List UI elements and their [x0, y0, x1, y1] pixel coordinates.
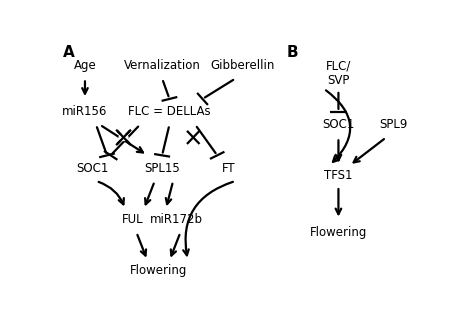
Text: FLC/
SVP: FLC/ SVP — [326, 60, 351, 87]
Text: SPL9: SPL9 — [379, 118, 408, 131]
Text: Age: Age — [73, 59, 96, 72]
Circle shape — [119, 134, 128, 141]
Text: B: B — [287, 45, 299, 60]
Text: A: A — [63, 45, 75, 60]
Text: miR172b: miR172b — [150, 213, 203, 226]
Text: FLC = DELLAs: FLC = DELLAs — [128, 105, 211, 118]
Text: SOC1: SOC1 — [322, 118, 355, 131]
Text: miR156: miR156 — [62, 105, 108, 118]
Text: Flowering: Flowering — [310, 226, 367, 239]
Text: SOC1: SOC1 — [76, 162, 109, 175]
Text: TFS1: TFS1 — [324, 169, 353, 182]
Text: Gibberellin: Gibberellin — [211, 59, 275, 72]
Text: Vernalization: Vernalization — [124, 59, 201, 72]
Circle shape — [189, 134, 198, 141]
Text: SPL15: SPL15 — [144, 162, 180, 175]
Text: FT: FT — [221, 162, 235, 175]
Text: FUL: FUL — [122, 213, 144, 226]
Text: Flowering: Flowering — [130, 264, 187, 277]
